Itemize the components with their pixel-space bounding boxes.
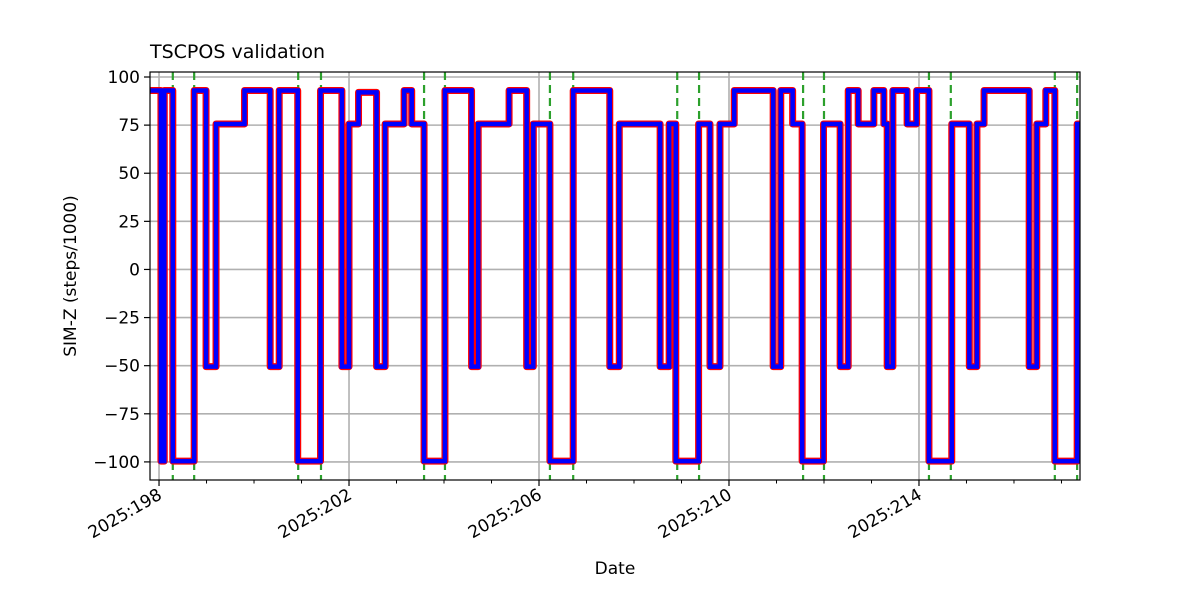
y-tick-label: −25 — [104, 309, 140, 329]
x-tick-label: 2025:210 — [655, 485, 736, 543]
plot-background — [150, 72, 1080, 480]
x-axis-label: Date — [595, 559, 636, 579]
y-tick-label: −100 — [93, 453, 140, 473]
x-tick-label: 2025:198 — [85, 485, 166, 543]
y-tick-label: 25 — [118, 212, 140, 232]
x-tick-label: 2025:206 — [465, 485, 546, 543]
y-axis-label: SIM-Z (steps/1000) — [61, 195, 81, 357]
x-tick-label: 2025:202 — [275, 485, 356, 543]
y-tick-label: 0 — [129, 260, 140, 280]
series-line-blue — [150, 88, 1080, 464]
plot-frame — [149, 71, 1081, 481]
y-tick-label: 50 — [118, 164, 140, 184]
y-tick-label: 75 — [118, 116, 140, 136]
y-tick-label: −50 — [104, 357, 140, 377]
y-tick-label: −75 — [104, 405, 140, 425]
chart-title: TSCPOS validation — [149, 41, 325, 63]
series — [150, 86, 1080, 465]
y-tick-label: 100 — [108, 68, 140, 88]
x-tick-label: 2025:214 — [845, 485, 926, 543]
